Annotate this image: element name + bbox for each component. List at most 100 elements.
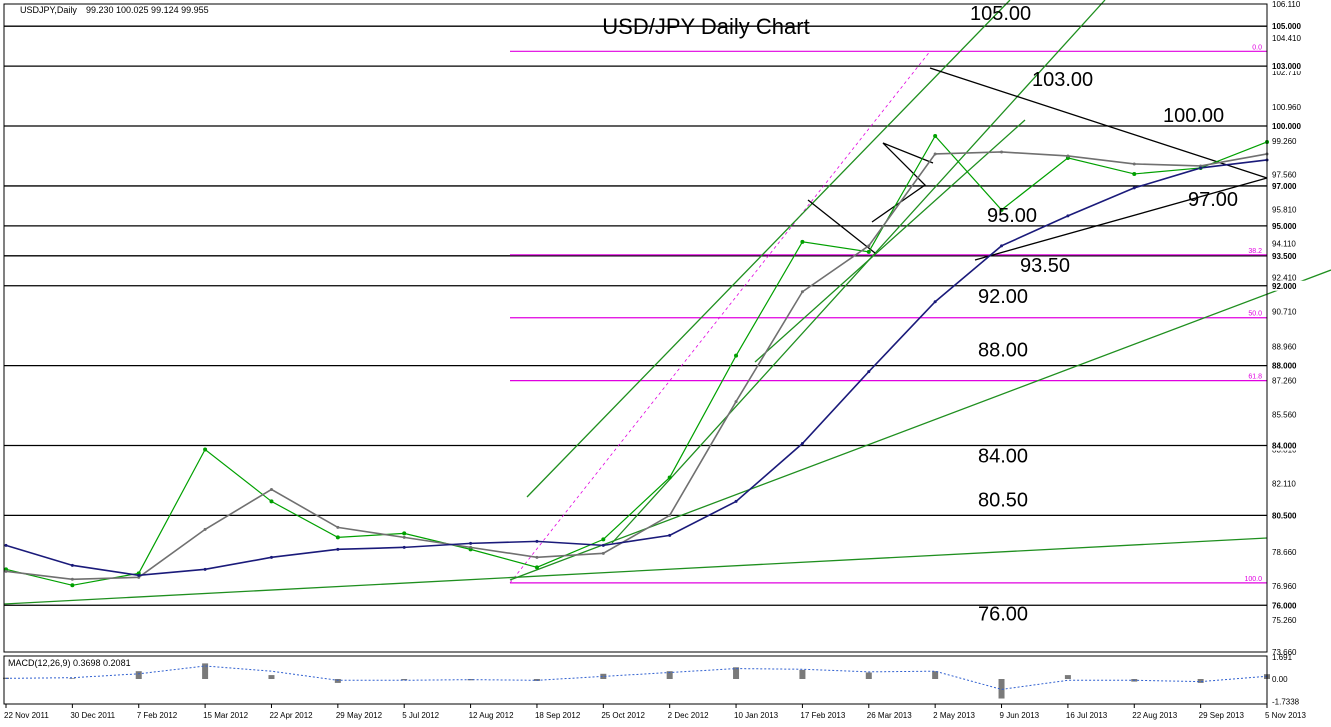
- y-tick-label: 75.260: [1272, 616, 1297, 625]
- level-axis-box: [1268, 220, 1331, 231]
- fib-label: 50.0: [1248, 311, 1262, 318]
- y-tick-label: 90.710: [1272, 308, 1297, 317]
- level-axis-label: 103.000: [1272, 62, 1301, 71]
- series-point: [70, 577, 74, 581]
- series-point: [535, 555, 539, 559]
- level-axis-label: 88.000: [1272, 362, 1297, 371]
- series-point: [1132, 171, 1137, 176]
- series-point: [4, 543, 8, 547]
- series-point: [402, 545, 406, 549]
- series-point: [800, 442, 804, 446]
- x-tick-label: 5 Jul 2012: [402, 711, 439, 720]
- series-point: [4, 569, 8, 573]
- main-pane-frame: [3, 3, 1268, 653]
- level-label: 105.00: [970, 3, 1031, 25]
- level-label: 93.50: [1020, 255, 1070, 277]
- x-tick-label: 30 Dec 2011: [70, 711, 115, 720]
- series-point: [800, 290, 804, 294]
- macd-signal-line: [5, 665, 1268, 690]
- x-tick-label: 9 Jun 2013: [1000, 711, 1040, 720]
- macd-tick-label: 0.00: [1272, 675, 1288, 684]
- level-axis-label: 84.000: [1272, 442, 1297, 451]
- level-axis-box: [1268, 21, 1331, 32]
- series-point: [1000, 150, 1004, 154]
- y-tick-label: 87.260: [1272, 376, 1297, 385]
- flag-line: [807, 199, 876, 254]
- series-point: [402, 531, 407, 536]
- series-point: [336, 547, 340, 551]
- macd-bar: [998, 679, 1005, 699]
- y-tick-label: 88.960: [1272, 342, 1297, 351]
- series-point: [402, 535, 406, 539]
- level-axis-label: 80.500: [1272, 511, 1297, 520]
- macd-bar: [268, 675, 275, 679]
- macd-bar: [666, 671, 673, 679]
- level-axis-label: 100.000: [1272, 122, 1301, 131]
- y-tick-label: 82.110: [1272, 479, 1296, 488]
- x-tick-label: 22 Aug 2013: [1132, 711, 1177, 720]
- trend-line: [974, 177, 1268, 261]
- fib-label: 0.0: [1252, 44, 1262, 51]
- series-point: [269, 487, 273, 491]
- series-point: [867, 370, 871, 374]
- level-axis-box: [1268, 250, 1331, 261]
- series-point: [668, 513, 672, 517]
- symbol-label: USDJPY,Daily: [20, 5, 77, 15]
- x-tick-label: 18 Sep 2012: [535, 711, 581, 720]
- level-label: 88.00: [978, 340, 1028, 362]
- x-tick-label: 26 Mar 2013: [867, 711, 912, 720]
- x-tick-label: 22 Nov 2011: [4, 711, 49, 720]
- x-tick-label: 7 Feb 2012: [137, 711, 178, 720]
- series-point: [668, 533, 672, 537]
- series-point: [1132, 162, 1136, 166]
- series-point: [269, 555, 273, 559]
- level-axis-box: [1268, 121, 1331, 132]
- series-point: [269, 499, 274, 504]
- fib-label: 38.2: [1248, 248, 1262, 255]
- y-tick-label: 100.960: [1272, 103, 1301, 112]
- x-tick-label: 2 Dec 2012: [668, 711, 709, 720]
- series-point: [203, 447, 208, 452]
- series-point: [535, 539, 539, 543]
- y-tick-label: 76.960: [1272, 582, 1297, 591]
- y-tick-label: 95.810: [1272, 206, 1297, 215]
- series-point: [1132, 186, 1136, 190]
- macd-bar: [865, 672, 872, 679]
- y-tick-label: 97.560: [1272, 171, 1297, 180]
- series-point: [534, 565, 539, 570]
- x-tick-label: 15 Mar 2012: [203, 711, 248, 720]
- series-point: [70, 583, 75, 588]
- level-axis-box: [1268, 440, 1331, 451]
- x-tick-label: 22 Apr 2012: [269, 711, 313, 720]
- series-point: [734, 499, 738, 503]
- series-point: [1000, 244, 1004, 248]
- x-tick-label: 16 Jul 2013: [1066, 711, 1108, 720]
- series-point: [866, 249, 871, 254]
- level-axis-box: [1268, 600, 1331, 611]
- level-label: 76.00: [978, 603, 1028, 625]
- y-tick-label: 92.410: [1272, 274, 1297, 283]
- level-axis-label: 76.000: [1272, 601, 1297, 610]
- macd-pane-frame: [3, 655, 1268, 705]
- series-point: [667, 475, 672, 480]
- series-point: [1066, 214, 1070, 218]
- series-point: [335, 535, 340, 540]
- level-axis-box: [1268, 280, 1331, 291]
- level-axis-label: 95.000: [1272, 222, 1297, 231]
- fib-label: 100.0: [1244, 576, 1262, 583]
- x-tick-label: 2 May 2013: [933, 711, 975, 720]
- series-point: [734, 353, 739, 358]
- trend-line: [929, 67, 1268, 179]
- x-tick-label: 29 May 2012: [336, 711, 383, 720]
- series-point: [469, 541, 473, 545]
- y-tick-label: 99.260: [1272, 137, 1297, 146]
- fib-label: 61.8: [1248, 374, 1262, 381]
- series-line: [5, 151, 1268, 581]
- y-tick-label: 94.110: [1272, 240, 1296, 249]
- macd-label: MACD(12,26,9) 0.3698 0.2081: [8, 658, 131, 668]
- x-tick-label: 12 Aug 2012: [469, 711, 514, 720]
- x-tick-label: 25 Oct 2012: [601, 711, 645, 720]
- macd-bar: [1197, 679, 1204, 683]
